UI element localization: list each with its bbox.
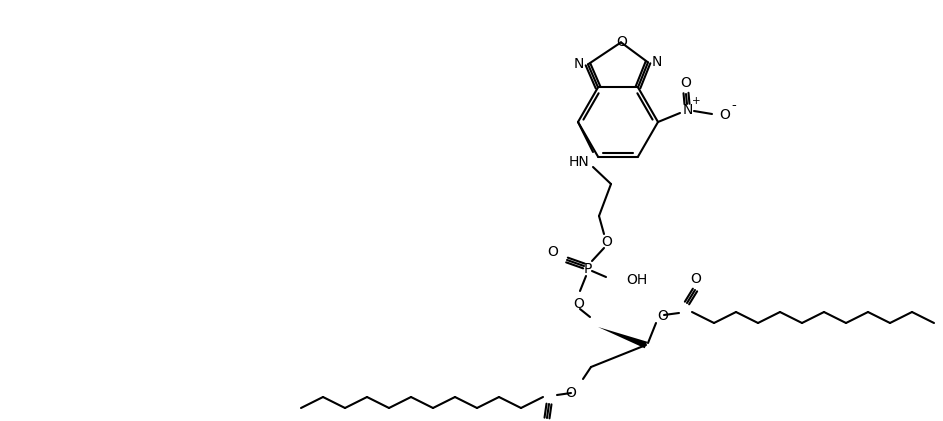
- Text: P: P: [584, 262, 592, 276]
- Text: N: N: [573, 57, 584, 71]
- Text: O: O: [566, 386, 576, 400]
- Text: O: O: [720, 108, 731, 122]
- Text: O: O: [548, 245, 558, 259]
- Text: +: +: [691, 96, 701, 106]
- Text: -: -: [732, 99, 736, 112]
- Text: OH: OH: [626, 273, 647, 287]
- Text: HN: HN: [569, 155, 589, 169]
- Text: O: O: [657, 309, 669, 323]
- Text: O: O: [602, 235, 612, 249]
- Text: N: N: [683, 103, 693, 117]
- Text: O: O: [681, 76, 691, 90]
- Text: O: O: [690, 272, 702, 286]
- Text: N: N: [652, 55, 662, 69]
- Text: O: O: [617, 35, 627, 49]
- Polygon shape: [598, 327, 647, 348]
- Text: O: O: [573, 297, 585, 311]
